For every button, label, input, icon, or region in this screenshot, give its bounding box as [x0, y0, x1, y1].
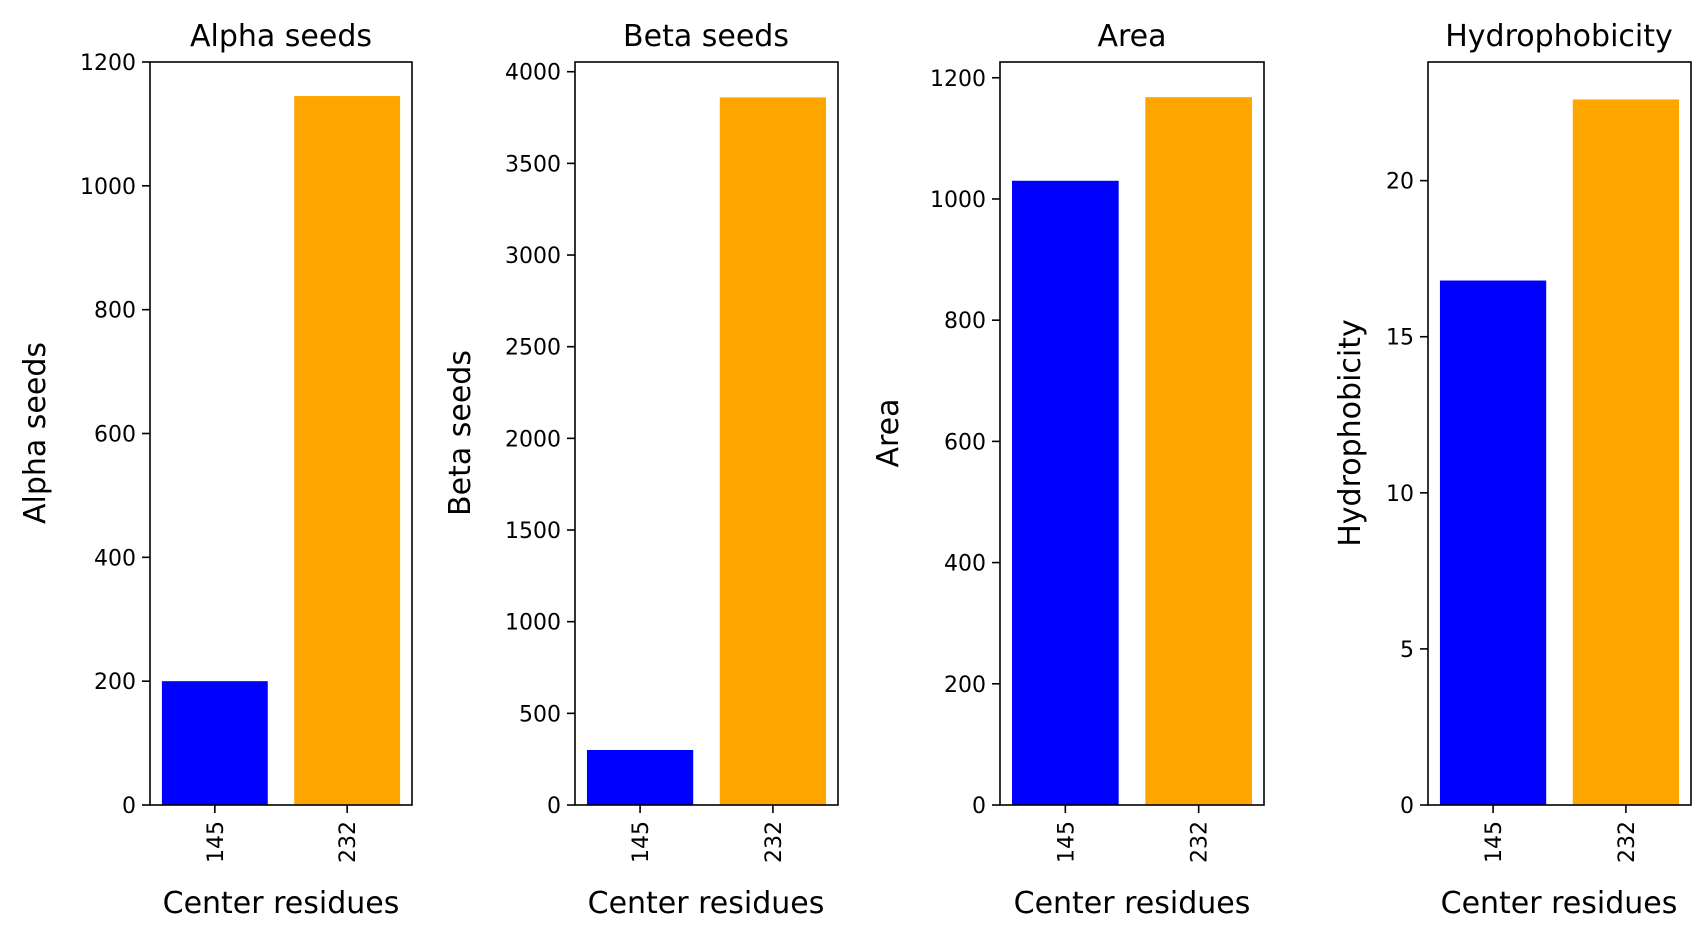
y-ticks: 0 5 10 15 20 [1386, 170, 1428, 819]
y-tick-label: 1000 [80, 175, 136, 200]
y-tick-label: 1500 [505, 519, 561, 544]
panel-area: Area Area Center residues 0 200 400 600 800 1… [871, 19, 1265, 921]
y-axis-label: Hydrophobicity [1333, 319, 1368, 547]
plot-frame [999, 61, 1265, 806]
y-ticks: 0 200 400 600 800 1000 1200 [80, 51, 150, 819]
y-tick-label: 0 [547, 794, 561, 819]
y-ticks: 0 500 1000 1500 2000 2500 3000 3500 4000 [505, 61, 575, 819]
plot-frame [149, 61, 413, 806]
y-tick-label: 1200 [80, 51, 136, 76]
bar-145 [161, 681, 268, 805]
y-tick-label: 1000 [930, 188, 986, 213]
panel-title: Area [1097, 19, 1166, 54]
y-tick-label: 400 [94, 546, 136, 571]
y-tick-label: 1200 [930, 67, 986, 92]
x-tick-label: 232 [1615, 821, 1640, 863]
y-tick-label: 200 [944, 673, 986, 698]
y-tick-label: 3000 [505, 244, 561, 269]
y-tick-label: 600 [94, 423, 136, 448]
bar-group [1012, 97, 1252, 805]
x-tick-label: 145 [204, 821, 229, 863]
y-tick-label: 15 [1386, 326, 1414, 351]
y-tick-label: 800 [94, 299, 136, 324]
y-tick-label: 4000 [505, 61, 561, 86]
y-tick-label: 10 [1386, 482, 1414, 507]
y-tick-label: 800 [944, 309, 986, 334]
x-ticks: 145 232 [1482, 805, 1640, 863]
y-tick-label: 200 [94, 670, 136, 695]
bar-145 [1439, 280, 1547, 805]
x-tick-label: 145 [1054, 821, 1079, 863]
x-axis-label: Center residues [1441, 886, 1678, 921]
y-tick-label: 0 [122, 794, 136, 819]
y-axis-label: Beta seeds [443, 350, 478, 516]
x-ticks: 145 232 [204, 805, 361, 863]
y-tick-label: 3500 [505, 152, 561, 177]
x-ticks: 145 232 [1054, 805, 1213, 863]
x-axis-label: Center residues [588, 886, 825, 921]
y-tick-label: 20 [1386, 170, 1414, 195]
x-ticks: 145 232 [629, 805, 787, 863]
panel-beta-seeds: Beta seeds Beta seeds Center residues 0 5… [443, 19, 839, 921]
y-ticks: 0 200 400 600 800 1000 1200 [930, 67, 1000, 819]
y-tick-label: 5 [1400, 638, 1414, 663]
y-tick-label: 600 [944, 430, 986, 455]
panel-title: Alpha seeds [190, 19, 372, 54]
x-tick-label: 145 [1482, 821, 1507, 863]
bar-232 [719, 97, 827, 805]
y-tick-label: 1000 [505, 611, 561, 636]
bar-group [586, 97, 827, 805]
panel-alpha-seeds: Alpha seeds Alpha seeds Center residues … [18, 19, 413, 921]
y-axis-label: Area [871, 398, 906, 467]
plot-frame [1427, 61, 1692, 806]
x-tick-label: 145 [629, 821, 654, 863]
bar-group [1439, 99, 1680, 805]
y-tick-label: 0 [972, 794, 986, 819]
x-tick-label: 232 [1188, 821, 1213, 863]
y-tick-label: 2000 [505, 427, 561, 452]
x-axis-label: Center residues [1014, 886, 1251, 921]
x-tick-label: 232 [762, 821, 787, 863]
y-tick-label: 2500 [505, 336, 561, 361]
bar-232 [294, 96, 401, 806]
bar-group [161, 96, 401, 806]
y-tick-label: 0 [1400, 794, 1414, 819]
y-tick-label: 500 [519, 702, 561, 727]
y-tick-label: 400 [944, 552, 986, 577]
panel-hydrophobicity: Hydrophobicity Hydrophobicity Center res… [1333, 19, 1692, 921]
bar-145 [586, 750, 694, 805]
bar-232 [1145, 97, 1252, 805]
bar-145 [1012, 180, 1119, 805]
plot-frame [574, 61, 839, 806]
panel-title: Beta seeds [623, 19, 789, 54]
bar-232 [1572, 99, 1680, 805]
x-axis-label: Center residues [163, 886, 400, 921]
y-axis-label: Alpha seeds [18, 342, 53, 524]
panel-title: Hydrophobicity [1445, 19, 1673, 54]
x-tick-label: 232 [336, 821, 361, 863]
